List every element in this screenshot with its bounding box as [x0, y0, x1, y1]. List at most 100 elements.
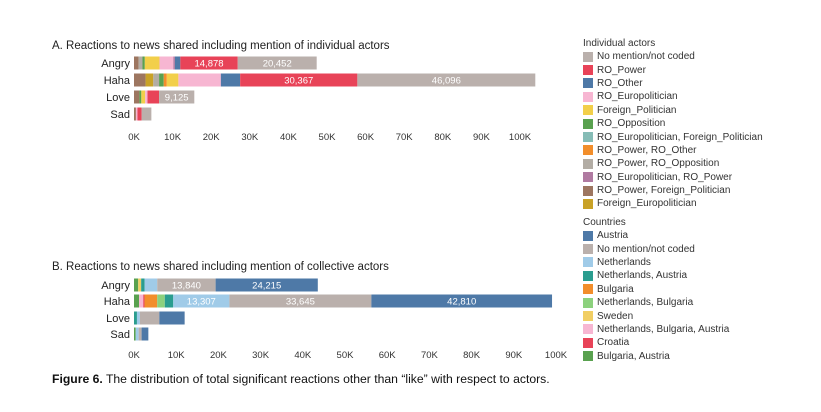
- bar-segment: [138, 278, 142, 292]
- legend-swatch: [583, 337, 593, 348]
- data-label: 46,096: [432, 76, 461, 87]
- x-tick-label: 90K: [473, 132, 491, 143]
- legend-swatch: [583, 297, 593, 308]
- legend-item: RO_Power, RO_Opposition: [583, 157, 763, 170]
- bar-segment: [145, 90, 148, 104]
- legend-item: RO_Europolitician, Foreign_Politician: [583, 130, 763, 143]
- legend-label: Netherlands: [597, 256, 651, 268]
- bar-segment: [173, 56, 175, 70]
- x-tick-label: 50K: [337, 350, 355, 361]
- data-label: 9,125: [165, 93, 189, 104]
- x-tick-label: 10K: [168, 350, 186, 361]
- bar-segment: [138, 56, 143, 70]
- legend-swatch: [583, 185, 593, 196]
- category-label: Love: [106, 313, 130, 325]
- legend-label: RO_Europolitician: [597, 91, 678, 103]
- bar-segment: [237, 56, 317, 70]
- legend-swatch: [583, 132, 593, 143]
- legend-item: Netherlands, Bulgaria, Austria: [583, 323, 729, 336]
- legend-item: Bulgaria: [583, 283, 729, 296]
- bar-segment: [144, 56, 160, 70]
- bar-segment: [371, 294, 553, 308]
- bar-segment: [141, 107, 152, 121]
- bar-segment: [139, 90, 142, 104]
- legend-label: RO_Europolitician, Foreign_Politician: [597, 131, 763, 143]
- legend-item: RO_Power, Foreign_Politician: [583, 184, 763, 197]
- x-tick-label: 60K: [379, 350, 397, 361]
- legend-item: RO_Power: [583, 63, 763, 76]
- bar-segment: [159, 73, 164, 87]
- bar-segment: [164, 294, 174, 308]
- x-tick-label: 0K: [128, 132, 140, 143]
- category-label: Sad: [110, 329, 130, 341]
- x-tick-label: 100K: [509, 132, 532, 143]
- legend-item: RO_Europolitician, RO_Power: [583, 171, 763, 184]
- bar-segment: [135, 327, 139, 341]
- bar-segment: [153, 73, 160, 87]
- legend-item: RO_Opposition: [583, 117, 763, 130]
- bar-segment: [157, 278, 216, 292]
- legend-item: Netherlands, Bulgaria: [583, 296, 729, 309]
- legend-label: No mention/not coded: [597, 51, 695, 63]
- bar-segment: [240, 73, 358, 87]
- bar-segment: [134, 56, 139, 70]
- legend-label: Bulgaria, Austria: [597, 350, 670, 362]
- x-tick-label: 80K: [434, 132, 452, 143]
- legend-swatch: [583, 78, 593, 89]
- legend-item: Bulgaria, Austria: [583, 350, 729, 363]
- category-label: Sad: [110, 109, 130, 121]
- legend-swatch: [583, 91, 593, 102]
- legend-item: Sweden: [583, 309, 729, 322]
- bar-segment: [143, 294, 145, 308]
- bar-segment: [147, 90, 160, 104]
- category-label: Angry: [101, 58, 130, 70]
- category-label: Love: [106, 92, 130, 104]
- bar-segment: [174, 56, 181, 70]
- legend-item: Foreign_Politician: [583, 104, 763, 117]
- legend-swatch: [583, 351, 593, 362]
- data-label: 20,452: [263, 59, 292, 70]
- legend-label: RO_Power: [597, 64, 646, 76]
- x-tick-label: 30K: [241, 132, 259, 143]
- legend-item: Croatia: [583, 336, 729, 349]
- legend-swatch: [583, 284, 593, 295]
- legend-item: No mention/not coded: [583, 242, 729, 255]
- legend-swatch: [583, 198, 593, 209]
- x-tick-label: 80K: [463, 350, 481, 361]
- legend-item: Austria: [583, 229, 729, 242]
- x-tick-label: 20K: [210, 350, 228, 361]
- legend-individual-actors: Individual actors No mention/not coded RO…: [583, 38, 763, 211]
- bar-segment: [173, 294, 230, 308]
- legend-swatch: [583, 324, 593, 335]
- legend-swatch: [583, 65, 593, 76]
- x-tick-label: 10K: [164, 132, 182, 143]
- legend-swatch: [583, 172, 593, 183]
- legend-label: Netherlands, Bulgaria, Austria: [597, 323, 730, 335]
- legend-swatch: [583, 244, 593, 255]
- chart-title: B. Reactions to news shared including me…: [52, 261, 389, 273]
- legend-swatch: [583, 105, 593, 116]
- bar-segment: [178, 73, 221, 87]
- bar-segment: [136, 311, 140, 325]
- bar-segment: [141, 278, 145, 292]
- category-label: Angry: [101, 280, 130, 292]
- x-tick-label: 40K: [280, 132, 298, 143]
- legend-countries: Countries Austria No mention/not coded Net…: [583, 217, 729, 363]
- legend-item: RO_Other: [583, 77, 763, 90]
- bar-segment: [180, 56, 238, 70]
- bar-segment: [139, 294, 144, 308]
- legend-item: No mention/not coded: [583, 50, 763, 63]
- bar-segment: [144, 278, 158, 292]
- legend-swatch: [583, 51, 593, 62]
- legend-label: Bulgaria: [597, 283, 634, 295]
- x-tick-label: 70K: [421, 350, 439, 361]
- x-tick-label: 90K: [505, 350, 523, 361]
- x-tick-label: 30K: [252, 350, 270, 361]
- legend-item: Foreign_Europolitician: [583, 197, 763, 210]
- bar-segment: [159, 90, 195, 104]
- legend-item: RO_Europolitician: [583, 90, 763, 103]
- bar-segment: [139, 311, 160, 325]
- bar-segment: [134, 311, 137, 325]
- legend-label: Netherlands, Bulgaria: [597, 297, 694, 309]
